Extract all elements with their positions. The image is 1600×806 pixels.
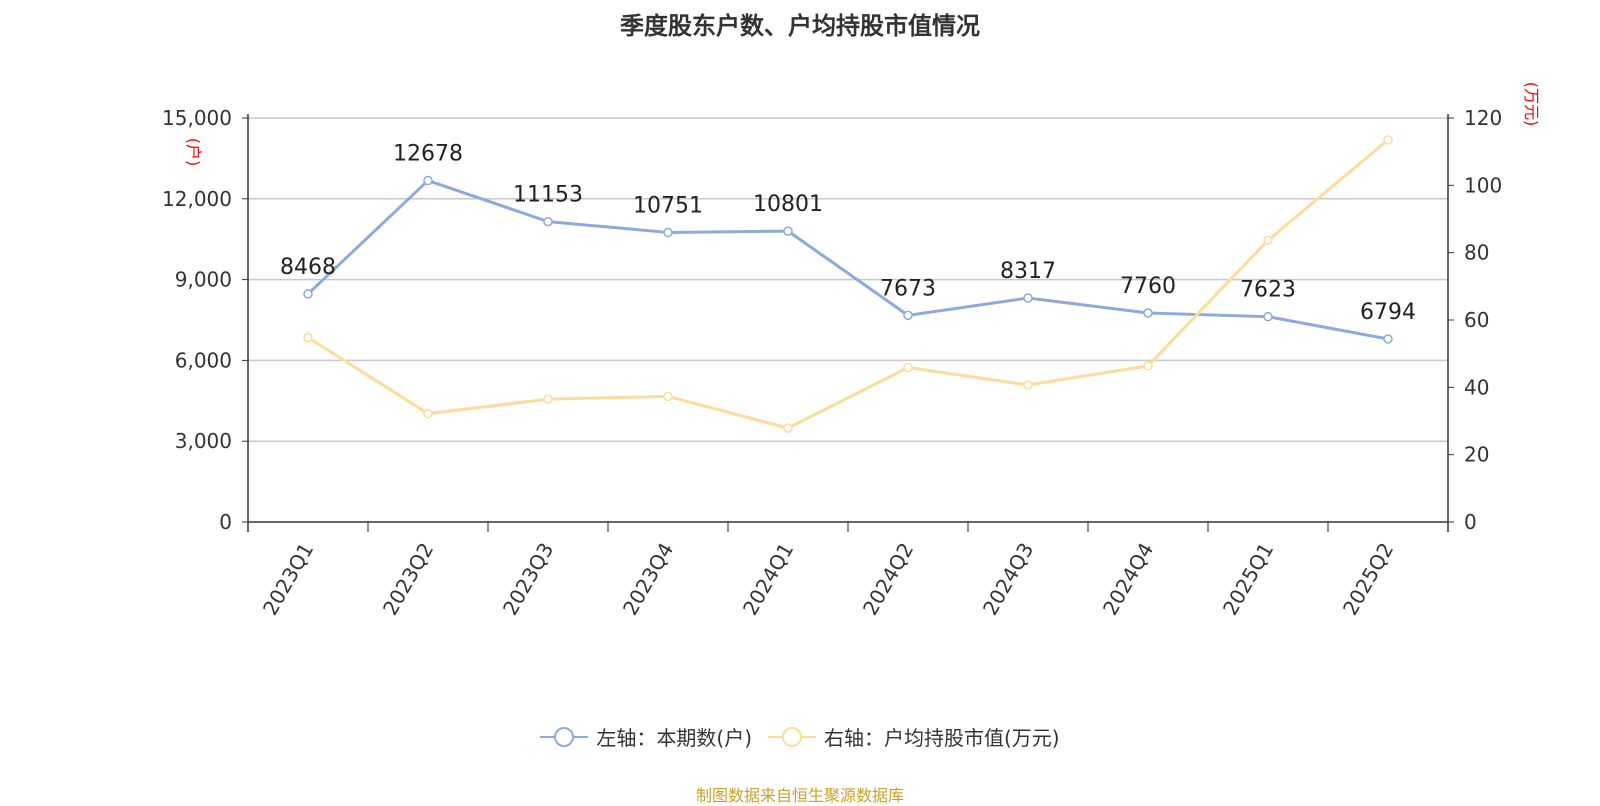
- data-point-right: [1383, 135, 1393, 145]
- data-label: 8468: [280, 255, 336, 280]
- right-axis-unit: (万元): [1522, 82, 1541, 127]
- data-label: 6794: [1360, 300, 1416, 325]
- data-point-right: [1023, 380, 1033, 390]
- legend-item-right-series[interactable]: 右轴：户均持股市值(万元): [768, 722, 1060, 751]
- data-point-right: [303, 332, 313, 343]
- series-line-left: [306, 179, 1389, 341]
- left-axis-tick-label: 15,000: [162, 106, 232, 130]
- data-label: 7760: [1120, 274, 1176, 299]
- x-axis-tick-label: 2024Q2: [858, 539, 918, 620]
- legend-label-left-series: 左轴：本期数(户): [596, 726, 752, 750]
- x-axis-tick-label: 2023Q4: [618, 539, 678, 620]
- data-label: 11153: [513, 183, 583, 208]
- axes: 0 3,000 6,000 9,000 12,000 15,000 0 20 40 60 80 100…: [162, 82, 1541, 619]
- data-labels: 8468 12678 11153 10751 10801 7673 8317 7760 7623…: [280, 142, 1416, 325]
- data-point-left: [1383, 334, 1393, 344]
- legend-line-circle-icon: [540, 726, 589, 747]
- x-axis-tick-label: 2025Q2: [1338, 539, 1398, 620]
- x-axis-tick-label: 2023Q1: [258, 539, 318, 620]
- data-point-left: [1023, 293, 1033, 303]
- x-axis-tick-label: 2023Q2: [378, 539, 438, 620]
- data-label: 10751: [633, 193, 703, 218]
- right-axis-tick-label: 0: [1464, 510, 1477, 534]
- left-axis-tick-label: 0: [219, 510, 232, 534]
- right-axis-tick-label: 20: [1464, 443, 1489, 467]
- data-point-left: [783, 226, 793, 236]
- legend-item-left-series[interactable]: 左轴：本期数(户): [540, 722, 752, 751]
- x-axis-tick-label: 2025Q1: [1218, 539, 1278, 620]
- right-axis-tick-label: 120: [1464, 106, 1502, 130]
- data-point-right: [903, 362, 913, 373]
- data-point-left: [1143, 308, 1153, 318]
- data-point-right: [1143, 361, 1153, 371]
- data-point-left: [663, 227, 673, 238]
- left-axis-tick-label: 12,000: [162, 187, 232, 211]
- data-point-right: [1263, 235, 1273, 245]
- data-point-left: [543, 216, 553, 227]
- series-line-right: [307, 138, 1389, 430]
- legend: 左轴：本期数(户) 右轴：户均持股市值(万元): [0, 722, 1600, 751]
- data-point-right: [423, 408, 433, 419]
- left-axis-tick-label: 9,000: [175, 268, 232, 292]
- x-axis-tick-label: 2024Q3: [978, 539, 1038, 620]
- series-layer: [303, 135, 1393, 433]
- x-axis-tick-label: 2024Q4: [1098, 539, 1158, 620]
- data-point-right: [783, 423, 793, 433]
- right-axis-tick-label: 60: [1464, 308, 1489, 332]
- right-axis-tick-label: 80: [1464, 241, 1489, 265]
- left-axis-unit: (户): [184, 138, 203, 167]
- data-label: 8317: [1000, 259, 1056, 284]
- legend-label-right-series: 右轴：户均持股市值(万元): [824, 726, 1060, 750]
- data-point-left: [1263, 311, 1273, 322]
- left-axis-tick-label: 3,000: [175, 429, 232, 453]
- data-label: 12678: [393, 142, 463, 167]
- data-label: 7673: [880, 276, 936, 301]
- data-label: 10801: [753, 192, 823, 217]
- right-axis-tick-label: 40: [1464, 375, 1489, 399]
- legend-line-circle-icon: [768, 726, 816, 747]
- data-point-left: [903, 310, 913, 321]
- grid-lines: [248, 117, 1448, 442]
- data-point-left: [303, 289, 313, 299]
- x-axis-tick-label: 2023Q3: [498, 539, 558, 620]
- x-axis-tick-label: 2024Q1: [738, 539, 798, 620]
- data-label: 7623: [1240, 278, 1296, 303]
- right-axis-tick-label: 100: [1464, 173, 1502, 197]
- data-point-right: [543, 394, 553, 404]
- source-note: 制图数据来自恒生聚源数据库: [695, 786, 904, 805]
- data-point-right: [663, 391, 673, 402]
- left-axis-tick-label: 6,000: [175, 348, 232, 372]
- data-point-left: [423, 175, 433, 186]
- chart-title: 季度股东户数、户均持股市值情况: [620, 12, 980, 40]
